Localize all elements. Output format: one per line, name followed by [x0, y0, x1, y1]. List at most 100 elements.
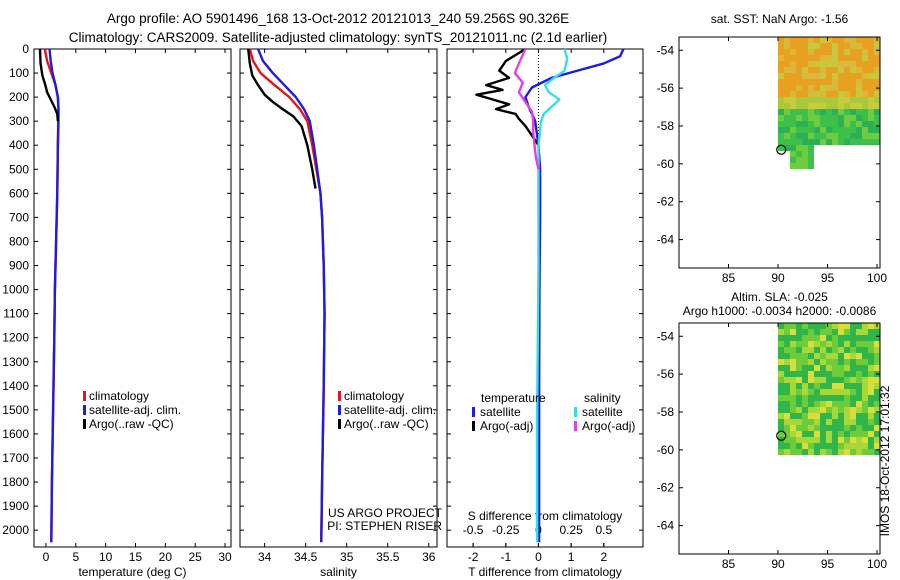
sst_map-ytick-label: -64 — [657, 233, 675, 247]
sst_map-cell — [778, 97, 785, 103]
sla_map-cell — [856, 425, 863, 431]
depth-tick-label: 300 — [9, 114, 29, 128]
sla_map-cell — [868, 347, 875, 353]
sst_map-cell — [814, 79, 821, 85]
sla_map-cell — [850, 389, 857, 395]
sst_map-cell — [862, 103, 869, 109]
sst_map-cell — [790, 151, 797, 157]
temperature-frame — [33, 48, 232, 548]
sla_map-cell — [874, 425, 881, 431]
diff-legend-label-1: Argo(-adj) — [480, 419, 533, 433]
sst_map-cell — [826, 85, 833, 91]
depth-tick-label: 1300 — [2, 355, 29, 369]
sla_map-cell — [868, 425, 875, 431]
sla_map-cell — [814, 353, 821, 359]
sla_map-cell — [850, 413, 857, 419]
sst_map-cell — [808, 121, 815, 127]
sla_map-cell — [850, 335, 857, 341]
sst_map-cell — [820, 139, 827, 145]
sla_map-cell — [796, 335, 803, 341]
sla_map-cell — [802, 347, 809, 353]
sla_map-cell — [838, 407, 845, 413]
sla_map-cell — [778, 377, 785, 383]
sla_map-cell — [868, 359, 875, 365]
sst_map-ytick-label: -56 — [657, 81, 675, 95]
sla_map-cell — [784, 377, 791, 383]
sst_map-ytick-label: -54 — [657, 43, 675, 57]
sst_map-ytick-label: -62 — [657, 195, 675, 209]
sla_map-cell — [784, 413, 791, 419]
sla_map-cell — [850, 323, 857, 329]
sla_map-cell — [790, 383, 797, 389]
sla_map-ytick-label: -62 — [657, 481, 675, 495]
sla_map-cell — [790, 365, 797, 371]
sla_map-cell — [802, 341, 809, 347]
sla_map-cell — [802, 407, 809, 413]
sla_map-cell — [826, 413, 833, 419]
sla_map-cell — [790, 335, 797, 341]
sst_map-cell — [784, 145, 791, 151]
sla_map-argo-marker — [776, 430, 787, 441]
s-diff-axis-label: S difference from climatology — [468, 509, 623, 523]
sst_map-cell — [856, 61, 863, 67]
sla_map-cell — [826, 383, 833, 389]
sla_map-cell — [838, 425, 845, 431]
sst_map-cell — [874, 61, 881, 67]
sst_map-cell — [850, 91, 857, 97]
sst_map-cell — [862, 109, 869, 115]
sla_map-cell — [826, 347, 833, 353]
sst_map-xtick-label: 85 — [722, 271, 736, 285]
sla_map-ytick-label: -60 — [657, 443, 675, 457]
sla_map-cell — [844, 329, 851, 335]
sla_map-cell — [832, 419, 839, 425]
sla_map-cell — [820, 383, 827, 389]
sla_map-cell — [808, 419, 815, 425]
sla_map-cell — [838, 449, 845, 455]
sst_map-cell — [790, 79, 797, 85]
sst_map-cell — [802, 103, 809, 109]
sla_map-cell — [838, 323, 845, 329]
sst_map-cell — [784, 79, 791, 85]
sst_map-cell — [844, 133, 851, 139]
sla_map-cell — [820, 329, 827, 335]
difference-series-1 — [475, 47, 540, 146]
sla_map-cell — [838, 431, 845, 437]
sst_map-cell — [814, 43, 821, 49]
sst_map-cell — [808, 97, 815, 103]
sst_map-cell — [820, 67, 827, 73]
sst_map-cell — [856, 49, 863, 55]
sla_map-ytick-label: -58 — [657, 405, 675, 419]
sla_map-cell — [856, 401, 863, 407]
sst_map-cell — [844, 85, 851, 91]
sla_map-cell — [796, 425, 803, 431]
sla_map-cell — [850, 407, 857, 413]
sla_map-cell — [826, 371, 833, 377]
sla_map-cell — [790, 413, 797, 419]
sla_map-ytick-label: -64 — [657, 519, 675, 533]
sla_map-cell — [868, 341, 875, 347]
sst_map-cell — [874, 103, 881, 109]
sst_map-cell — [856, 91, 863, 97]
sst_map-cell — [778, 37, 785, 43]
sst_map-cell — [844, 139, 851, 145]
sla_map-cell — [802, 425, 809, 431]
sst_map-cell — [820, 127, 827, 133]
sla_map-cell — [844, 395, 851, 401]
temperature-xtick-label: 25 — [189, 550, 203, 564]
sla_map-cell — [808, 449, 815, 455]
sla_map-cell — [856, 383, 863, 389]
sst_map-cell — [802, 127, 809, 133]
sst_map-cell — [778, 139, 785, 145]
sla_map-cell — [868, 383, 875, 389]
sst_map-cell — [802, 115, 809, 121]
sst_map-cell — [778, 127, 785, 133]
sla_map-cell — [826, 365, 833, 371]
sla_map-cell — [862, 419, 869, 425]
sla_map-cell — [790, 353, 797, 359]
sst_map-cell — [808, 133, 815, 139]
temperature-xtick-label: 5 — [72, 550, 79, 564]
sla_map-cell — [874, 359, 881, 365]
sst_map-cell — [850, 79, 857, 85]
sla_map-cell — [820, 323, 827, 329]
sla_map-cell — [778, 425, 785, 431]
